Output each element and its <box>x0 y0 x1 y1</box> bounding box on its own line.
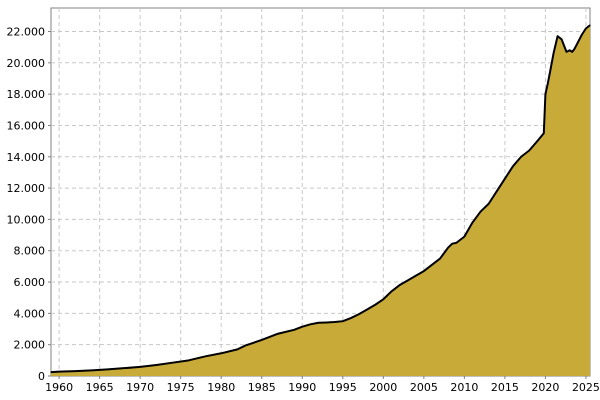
x-tick-label: 1985 <box>248 381 276 394</box>
data-point <box>561 38 563 40</box>
data-point <box>358 313 360 315</box>
data-point <box>382 298 384 300</box>
data-point <box>390 290 393 293</box>
y-tick-label: 10.000 <box>7 213 46 226</box>
data-point <box>277 333 279 335</box>
data-point <box>589 24 591 26</box>
data-point <box>565 51 568 53</box>
data-point <box>447 246 449 249</box>
data-point <box>398 284 401 286</box>
y-tick-label: 2.000 <box>14 339 46 352</box>
data-point <box>528 149 530 152</box>
data-point <box>309 323 311 325</box>
y-tick-label: 16.000 <box>7 119 46 132</box>
data-point <box>512 165 514 167</box>
series-area-fill <box>51 25 590 376</box>
y-tick-label: 6.000 <box>14 276 46 289</box>
data-point <box>496 190 498 192</box>
data-point <box>455 242 457 244</box>
data-point <box>334 321 336 323</box>
data-point <box>544 93 547 95</box>
data-point <box>261 339 263 341</box>
data-point <box>577 41 579 44</box>
data-point <box>301 326 303 328</box>
data-point <box>431 264 433 266</box>
data-point <box>463 236 465 238</box>
x-tick-label: 1980 <box>207 381 235 394</box>
data-point <box>543 132 545 134</box>
x-tick-label: 1960 <box>45 381 73 394</box>
y-tick-label: 22.000 <box>7 25 46 38</box>
data-point <box>58 371 60 373</box>
data-point <box>571 51 573 53</box>
data-point <box>552 52 555 55</box>
data-point <box>520 156 522 158</box>
data-point <box>342 320 344 322</box>
data-point <box>293 329 295 331</box>
data-point <box>423 270 425 272</box>
x-axis: 1960 1965 1970 1975 1980 1985 1990 1995 2000 2005… <box>45 376 600 394</box>
data-point <box>50 371 52 373</box>
x-tick-label: 1965 <box>86 381 114 394</box>
data-point <box>366 308 368 311</box>
data-point <box>350 317 352 319</box>
x-tick-label: 2025 <box>572 381 600 394</box>
data-point <box>204 355 206 358</box>
data-point <box>563 44 565 47</box>
data-point <box>556 35 559 37</box>
data-point <box>536 140 538 142</box>
data-point <box>439 257 441 260</box>
data-point <box>574 48 576 50</box>
data-point <box>325 321 328 324</box>
y-tick-label: 18.000 <box>7 88 46 101</box>
data-point <box>188 359 190 361</box>
x-tick-label: 2010 <box>450 381 478 394</box>
data-point <box>236 348 239 350</box>
data-point <box>569 49 571 51</box>
data-point <box>549 70 551 72</box>
data-point <box>155 364 157 366</box>
data-point <box>479 210 482 213</box>
data-point <box>74 370 76 372</box>
data-point <box>451 243 453 245</box>
data-point <box>90 369 93 371</box>
data-point <box>547 82 549 84</box>
x-tick-label: 2015 <box>491 381 519 394</box>
data-point <box>374 304 376 306</box>
data-point <box>123 367 125 369</box>
data-point <box>488 203 490 205</box>
data-point <box>171 362 174 364</box>
y-tick-label: 8.000 <box>14 245 46 258</box>
x-tick-label: 2020 <box>531 381 559 394</box>
y-axis: 0 2.000 4.000 6.000 8.000 10.000 12.000 14.000 1… <box>7 25 51 383</box>
x-tick-label: 2005 <box>410 381 438 394</box>
y-tick-label: 20.000 <box>7 57 46 70</box>
x-tick-label: 1990 <box>288 381 316 394</box>
y-tick-label: 12.000 <box>7 182 46 195</box>
y-tick-label: 4.000 <box>14 307 46 320</box>
data-point <box>581 34 583 36</box>
data-point <box>107 368 109 371</box>
series-line <box>50 24 591 374</box>
data-point <box>415 275 417 277</box>
y-tick-label: 14.000 <box>7 151 46 164</box>
x-tick-label: 1970 <box>126 381 154 394</box>
data-point <box>244 344 247 347</box>
data-point <box>139 366 141 368</box>
x-tick-label: 1995 <box>329 381 357 394</box>
y-tick-label: 0 <box>38 370 45 383</box>
data-point <box>504 178 506 180</box>
data-point <box>317 322 320 324</box>
data-point <box>471 221 474 224</box>
x-tick-label: 1975 <box>167 381 195 394</box>
data-point <box>220 352 222 354</box>
data-point <box>585 27 587 29</box>
series-group <box>50 24 591 376</box>
data-point <box>407 279 409 282</box>
x-tick-label: 2000 <box>369 381 397 394</box>
